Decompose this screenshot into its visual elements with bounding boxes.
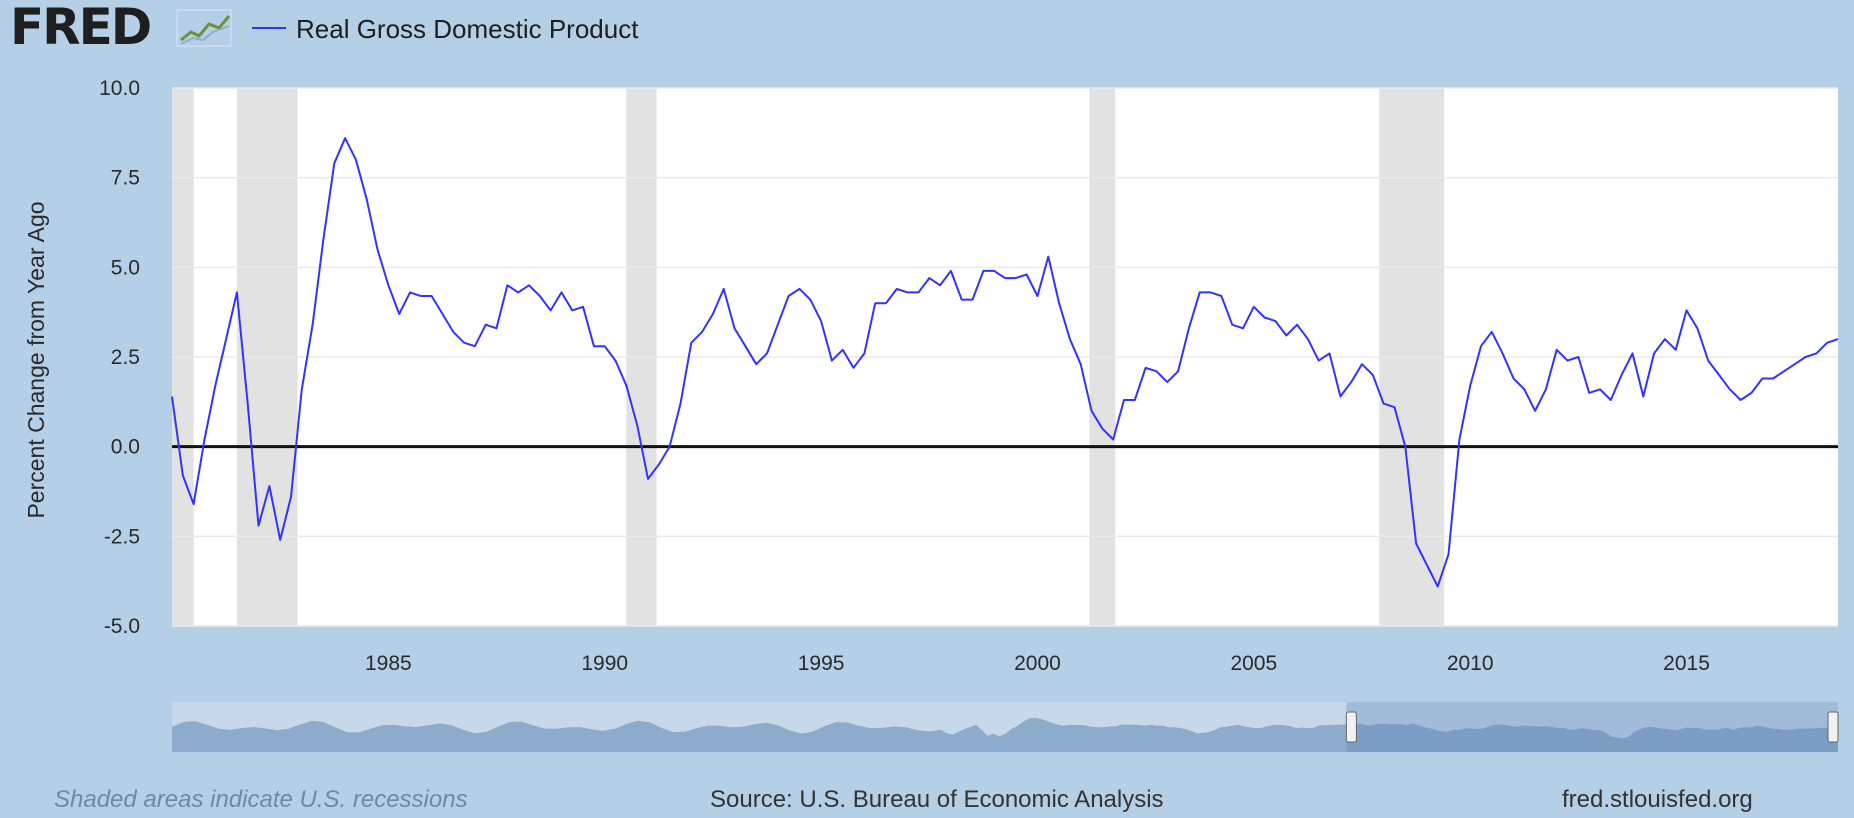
line-chart-icon	[176, 9, 232, 47]
source-text: Source: U.S. Bureau of Economic Analysis	[710, 786, 1164, 813]
y-tick-label: 7.5	[111, 167, 140, 190]
y-tick-label: 10.0	[99, 77, 140, 100]
legend-swatch	[252, 27, 286, 29]
series-line-real-gdp[interactable]	[171, 137, 1839, 588]
y-tick-label: 2.5	[111, 346, 140, 369]
y-axis-label: Percent Change from Year Ago	[23, 201, 49, 518]
source-url-link[interactable]: fred.stlouisfed.org	[1562, 786, 1753, 813]
y-axis: 10.0 7.5 5.0 2.5 0.0 -2.5 -5.0	[99, 77, 140, 638]
recession-note: Shaded areas indicate U.S. recessions	[54, 786, 468, 813]
x-tick-label: 1985	[365, 652, 412, 675]
navigator-selection[interactable]	[1346, 702, 1838, 752]
x-tick-label: 1995	[798, 652, 845, 675]
x-tick-label: 2005	[1230, 652, 1277, 675]
plot-area[interactable]	[171, 87, 1839, 627]
x-tick-label: 2010	[1447, 652, 1494, 675]
legend-label: Real Gross Domestic Product	[296, 14, 639, 44]
y-tick-label: 0.0	[111, 436, 140, 459]
y-tick-label: -2.5	[104, 525, 140, 548]
x-tick-label: 2015	[1663, 652, 1710, 675]
chart-svg: 10.0 7.5 5.0 2.5 0.0 -2.5 -5.0 1985 1990 1995 200…	[23, 77, 1839, 752]
navigator-handle-right[interactable]	[1827, 711, 1839, 743]
x-tick-label: 2000	[1014, 652, 1061, 675]
chart-header: FRED Real Gross Domestic Product	[0, 0, 1854, 60]
fred-logo[interactable]: FRED	[10, 0, 152, 56]
x-axis: 1985 1990 1995 2000 2005 2010 2015	[365, 652, 1710, 675]
x-tick-label: 1990	[581, 652, 628, 675]
y-tick-label: 5.0	[111, 256, 140, 279]
navigator-handle-left[interactable]	[1345, 711, 1357, 743]
navigator-series-area	[172, 717, 1838, 752]
y-tick-label: -5.0	[104, 615, 140, 638]
range-navigator[interactable]	[172, 702, 1839, 752]
